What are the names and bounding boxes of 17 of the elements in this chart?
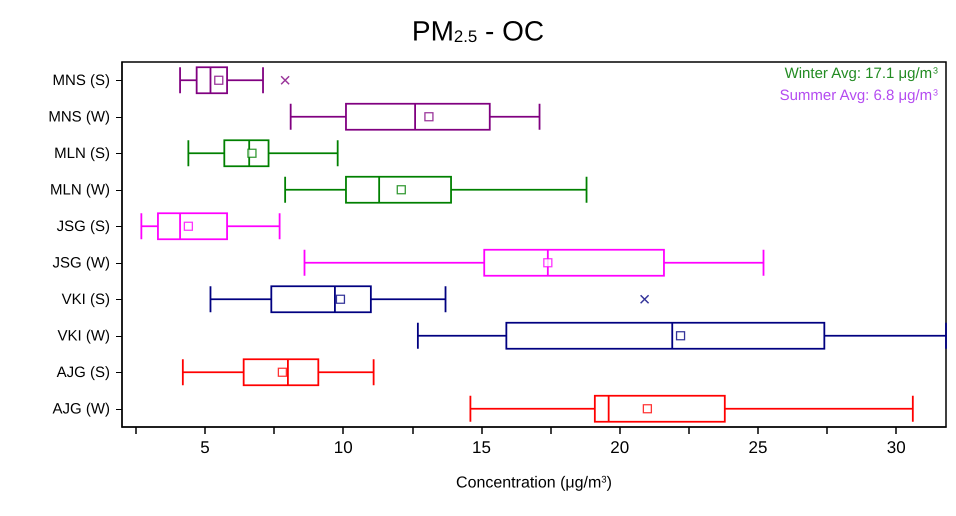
x-tick-label: 30 (886, 438, 906, 457)
x-tick-label: 20 (610, 438, 630, 457)
y-tick-label: MLN (W) (50, 181, 110, 198)
chart-title: PM2.5 - OC (412, 16, 544, 46)
y-tick-label: MNS (S) (52, 72, 110, 89)
y-tick-label: VKI (S) (62, 290, 110, 308)
y-tick-label: AJG (W) (52, 400, 110, 418)
y-tick-label: AJG (S) (56, 364, 110, 381)
x-tick-label: 15 (472, 438, 491, 457)
y-tick-label: MLN (S) (54, 144, 110, 162)
y-tick-label: MNS (W) (48, 108, 110, 126)
y-tick-label: VKI (W) (58, 327, 110, 344)
x-tick-label: 5 (200, 438, 210, 457)
y-tick-label: JSG (S) (56, 218, 110, 235)
y-tick-label: JSG (W) (52, 254, 110, 272)
x-tick-label: 25 (748, 438, 768, 457)
x-tick-label: 10 (334, 438, 353, 457)
